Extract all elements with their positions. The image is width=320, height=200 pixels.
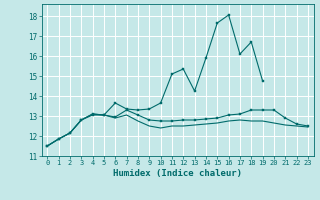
X-axis label: Humidex (Indice chaleur): Humidex (Indice chaleur) [113,169,242,178]
